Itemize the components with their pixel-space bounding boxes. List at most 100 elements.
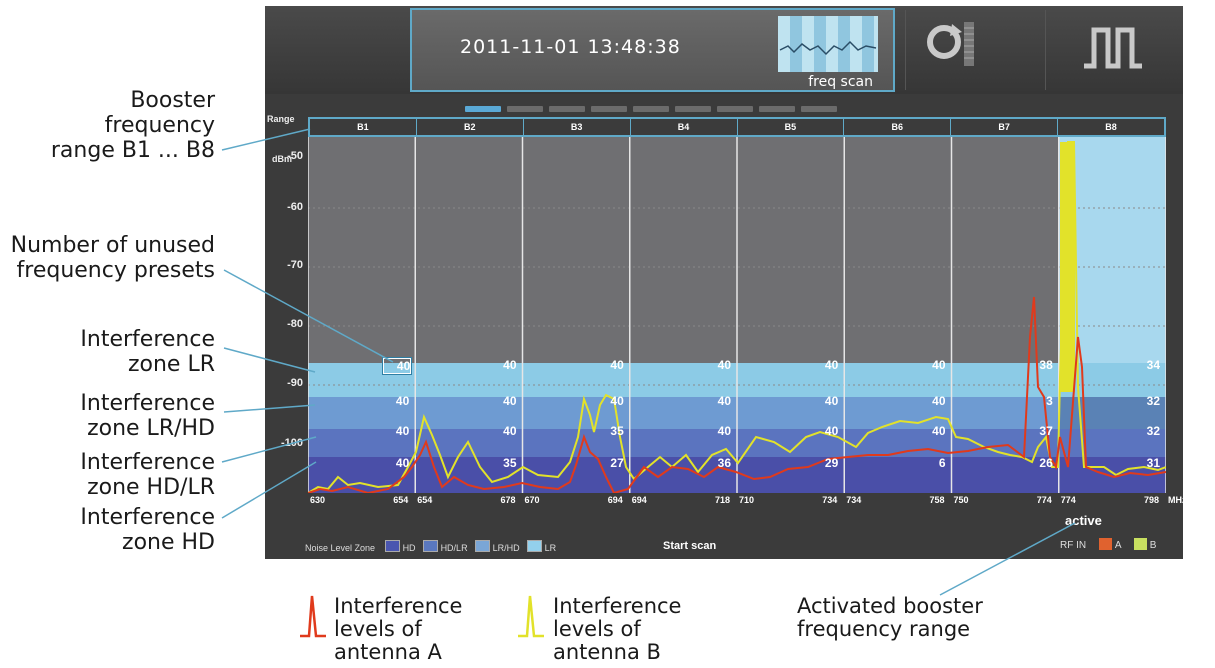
signal-button[interactable] [1045,10,1176,90]
unused-preset-count: 40 [824,358,839,372]
x-tick-start: 734 [846,495,862,505]
callout-zone-hd-lr: Interference zone HD/LR [80,450,215,500]
freq-scan-panel[interactable]: 2011-11-01 13:48:38 freq scan [410,8,895,92]
zone-lr-hd [737,397,845,429]
x-tick-end: 774 [1036,495,1052,505]
zone-lr-hd [629,397,737,429]
unused-preset-count: 40 [932,394,946,408]
unused-preset-count: 6 [938,456,946,470]
caption-activated-band: Activated booster frequency range [797,594,983,641]
top-bar: 2011-11-01 13:48:38 freq scan [265,6,1183,94]
zone-lr-hd [415,397,523,429]
band-background [951,137,1059,363]
unused-preset-count: 40 [395,424,410,438]
unused-preset-count: 40 [395,394,410,408]
zone-hd [308,457,416,493]
x-tick-start: 750 [953,495,969,505]
band-background [415,137,523,363]
y-tick-label: -70 [287,259,303,271]
unused-preset-count: 40 [503,358,517,372]
band-selector: B1 B2 B3 B4 B5 B6 B7 B8 [308,117,1166,137]
zone-hd [844,457,952,493]
legend-label: HD/LR [440,543,468,553]
unused-preset-count: 36 [717,456,731,470]
unused-preset-count: 40 [717,424,731,438]
page-dot[interactable] [717,106,753,112]
band-background [629,137,737,363]
zone-lr-hd [844,397,952,429]
unused-preset-count: 32 [1146,394,1160,408]
band-tab-b2[interactable]: B2 [417,119,524,135]
band-tab-b8[interactable]: B8 [1105,122,1117,132]
band-tab-b4[interactable]: B4 [631,119,738,135]
unused-preset-count: 40 [395,456,410,470]
rf-in-a: A [1114,540,1122,551]
unused-preset-count: 35 [503,456,517,470]
unused-preset-count: 32 [1146,424,1160,438]
page-dot[interactable] [465,106,501,112]
unused-preset-count: 31 [1146,456,1160,470]
zone-lr [308,363,416,397]
band-tab-b6[interactable]: B6 [844,119,952,135]
zone-lr [737,363,845,397]
refresh-icon [927,22,974,66]
x-tick-start: 654 [417,495,433,505]
zone-lr-hd [308,397,416,429]
legend-swatch [422,540,438,552]
x-tick-end: 654 [393,495,409,505]
unused-preset-count: 40 [610,358,624,372]
legend-label: HD [402,543,416,553]
rf-in-legend: RF IN A B [1060,538,1156,551]
page-dot[interactable] [507,106,543,112]
x-tick-end: 734 [822,495,838,505]
antenna-b-glyph-icon [518,595,544,638]
zone-hd [737,457,845,493]
antenna-b-swatch[interactable] [1133,538,1147,550]
page-dot[interactable] [549,106,585,112]
callout-zone-lr: Interference zone LR [80,327,215,377]
y-tick-label: -60 [287,201,303,213]
freq-scan-icon [778,16,878,72]
booster-screen: 2011-11-01 13:48:38 freq scan [265,6,1183,559]
x-tick-start: 710 [739,495,755,505]
unused-preset-count: 34 [1146,358,1160,372]
datetime-display: 2011-11-01 13:48:38 [460,36,681,58]
zone-hd-lr [1058,429,1166,457]
x-tick-end: 678 [500,495,516,505]
page-dot[interactable] [591,106,627,112]
band-tab-b5[interactable]: B5 [738,119,845,135]
zone-hd [951,457,1059,493]
callout-zone-hd: Interference zone HD [80,505,215,555]
zone-hd-lr [308,429,416,457]
band-tab-b3[interactable]: B3 [524,119,631,135]
band-tab-b1[interactable]: B1 [310,119,417,135]
band-background [844,137,952,363]
refresh-button[interactable] [905,10,1006,90]
antenna-a-glyph-icon [300,595,326,638]
zone-lr [1058,363,1166,397]
page-dot[interactable] [801,106,837,112]
start-scan-button[interactable]: Start scan [663,540,717,552]
page-dot[interactable] [759,106,795,112]
antenna-a-trace [308,296,1166,493]
zone-lr-hd [1058,397,1166,429]
page-dot[interactable] [675,106,711,112]
callout-booster-range: Booster frequency range B1 ... B8 [50,88,215,163]
antenna-a-swatch[interactable] [1098,538,1112,550]
page-dot[interactable] [633,106,669,112]
unused-preset-count: 38 [1039,358,1053,372]
legend-swatch [526,540,542,552]
unused-preset-count: 40 [932,424,946,438]
zone-lr [522,363,630,397]
y-tick-label: -90 [287,377,303,389]
caption-antenna-a: Interference levels of antenna A [334,594,463,664]
band-tab-b7[interactable]: B7 [951,119,1059,135]
legend-swatch [474,540,490,552]
y-tick-label: -80 [287,318,303,330]
callout-unused-presets: Number of unused frequency presets [10,233,215,283]
unused-preset-count: 29 [824,456,839,470]
range-axis-label: Range [267,114,295,124]
antenna-b-trace [308,141,1166,493]
page-indicator [465,99,843,112]
